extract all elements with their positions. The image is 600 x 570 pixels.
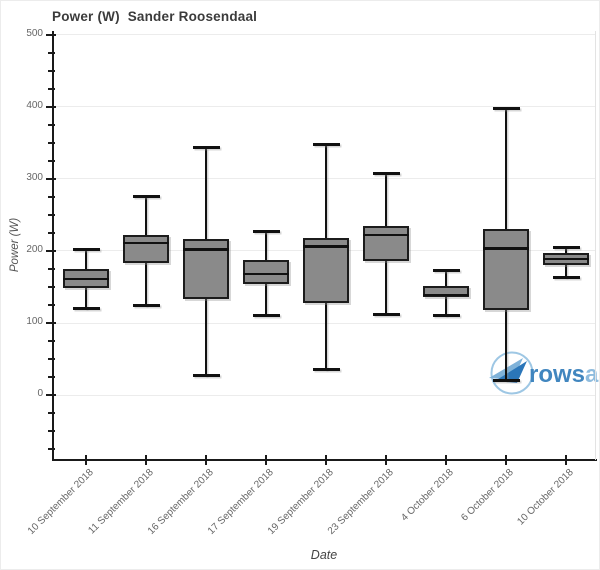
y-axis-minor-tick — [47, 448, 55, 451]
y-axis-minor-tick — [47, 376, 55, 379]
x-axis-tick — [445, 455, 447, 465]
y-gridline — [52, 178, 596, 180]
box — [363, 226, 409, 261]
y-gridline — [52, 34, 596, 36]
box-whisker-cap — [132, 304, 160, 308]
x-axis-line — [52, 459, 597, 461]
box — [123, 235, 169, 264]
y-axis-major-tick — [46, 177, 56, 180]
y-axis-major-tick — [46, 394, 56, 397]
y-axis-minor-tick — [47, 141, 55, 144]
y-axis-minor-tick — [47, 303, 55, 306]
box-whisker-cap — [252, 229, 280, 233]
x-axis-tick — [565, 455, 567, 465]
box-whisker-cap — [192, 374, 220, 378]
y-axis-minor-tick — [47, 340, 55, 343]
y-tick-label: 100 — [26, 316, 43, 327]
box — [243, 260, 289, 285]
x-axis-title: Date — [310, 548, 338, 562]
chart-title: Power (W) Sander Roosendaal — [52, 9, 258, 24]
box — [303, 237, 349, 303]
box-whisker-cap — [492, 379, 520, 383]
box-whisker-cap — [492, 106, 520, 110]
y-axis-minor-tick — [47, 430, 55, 433]
box-whisker-cap — [372, 171, 400, 175]
y-axis-minor-tick — [47, 87, 55, 90]
box-whisker-cap — [372, 312, 400, 316]
x-axis-tick — [85, 455, 87, 465]
box-median-line — [63, 277, 109, 281]
y-tick-label: 0 — [37, 388, 43, 400]
x-axis-tick — [505, 455, 507, 465]
box-median-line — [123, 241, 169, 245]
y-axis-major-tick — [46, 33, 56, 36]
y-gridline — [52, 394, 596, 396]
box-median-line — [303, 245, 349, 248]
y-axis-minor-tick — [47, 123, 55, 126]
box-whisker-cap — [312, 368, 340, 372]
y-axis-minor-tick — [47, 195, 55, 198]
x-axis-tick — [385, 455, 387, 465]
y-axis-minor-tick — [47, 69, 55, 72]
y-axis-minor-tick — [47, 412, 55, 415]
y-axis-minor-tick — [47, 159, 55, 162]
watermark-circle-icon — [490, 351, 534, 395]
box-median-line — [423, 293, 469, 297]
box-whisker-cap — [252, 313, 280, 317]
box-median-line — [483, 247, 529, 250]
plot-right-border — [595, 31, 596, 460]
watermark-text-primary: rows — [529, 361, 585, 388]
box-whisker-cap — [312, 142, 340, 146]
box-whisker-cap — [192, 146, 220, 150]
y-axis-minor-tick — [47, 51, 55, 54]
watermark-plane-dark-icon — [495, 361, 527, 383]
x-axis-tick — [205, 455, 207, 465]
x-axis-tick — [145, 455, 147, 465]
watermark-text: rowsar — [529, 361, 600, 388]
y-axis-minor-tick — [47, 213, 55, 216]
y-tick-label: 400 — [26, 99, 43, 111]
watermark-text-secondary: ar — [585, 361, 600, 388]
box-median-line — [363, 233, 409, 237]
y-tick-label: 300 — [26, 171, 43, 183]
box-median-line — [543, 257, 589, 261]
y-gridline — [52, 106, 596, 108]
box-whisker-cap — [432, 268, 460, 272]
box-whisker-cap — [552, 245, 580, 249]
y-axis-minor-tick — [47, 285, 55, 288]
x-axis-tick — [325, 455, 327, 465]
box-whisker-cap — [72, 307, 100, 311]
box-median-line — [183, 248, 229, 251]
y-axis-minor-tick — [47, 267, 55, 270]
box-whisker-cap — [432, 314, 460, 318]
y-tick-label: 200 — [26, 243, 43, 255]
y-axis-minor-tick — [47, 358, 55, 361]
box-median-line — [243, 272, 289, 276]
y-gridline — [52, 322, 596, 324]
x-tick-label: 10 September 2018 — [25, 467, 96, 537]
y-axis-major-tick — [46, 322, 56, 324]
y-axis-major-tick — [46, 249, 56, 252]
y-tick-label: 500 — [26, 27, 43, 39]
y-axis-line — [52, 31, 54, 461]
box-whisker-cap — [552, 276, 580, 280]
y-axis-minor-tick — [47, 231, 55, 234]
box-whisker-cap — [72, 247, 100, 251]
y-axis-major-tick — [46, 105, 56, 108]
box-whisker-cap — [132, 194, 160, 198]
watermark-logo: rowsar — [489, 351, 600, 395]
x-axis-tick — [265, 455, 267, 465]
box — [483, 229, 529, 311]
